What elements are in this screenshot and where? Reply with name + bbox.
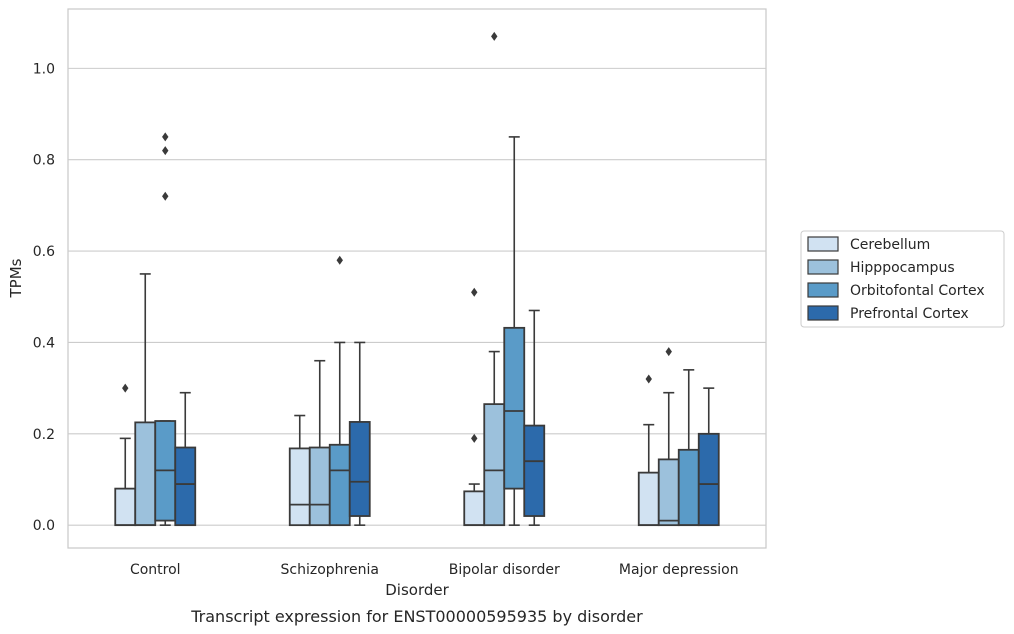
- x-axis-label: Disorder: [385, 581, 449, 599]
- legend-frame: [800, 230, 1005, 328]
- legend-label: Orbitofontal Cortex: [850, 283, 985, 299]
- legend-entries: Cerebellum Hipppocampus Orbitofontal Corte…: [807, 236, 985, 322]
- box-iqr: [637, 471, 660, 527]
- box-iqr: [657, 458, 680, 527]
- y-tick-label: 0.4: [33, 335, 55, 351]
- box-3-1: [657, 347, 680, 527]
- y-tick-label: 0.0: [33, 518, 55, 534]
- legend-label: Prefrontal Cortex: [850, 306, 969, 322]
- box-iqr: [523, 424, 546, 517]
- x-tick-labels: Control Schizophrenia Bipolar disorder Majo…: [130, 562, 739, 578]
- box-0-0: [114, 383, 137, 527]
- x-tick-label: Control: [130, 562, 181, 578]
- x-tick-label: Schizophrenia: [281, 562, 379, 578]
- legend-swatch: [807, 236, 839, 252]
- box-3-3: [697, 387, 720, 527]
- box-0-3: [174, 391, 197, 527]
- y-tick-label: 1.0: [33, 61, 55, 77]
- box-groups: [114, 31, 720, 527]
- box-iqr: [134, 421, 157, 527]
- y-tick-labels: 0.0 0.2 0.4 0.6 0.8 1.0: [33, 61, 55, 534]
- y-tick-label: 0.8: [33, 153, 55, 169]
- box-1-1: [308, 359, 331, 527]
- x-tick-label: Bipolar disorder: [449, 562, 560, 578]
- outlier-point: [491, 31, 498, 41]
- box-2-2: [503, 136, 526, 526]
- outlier-point: [471, 287, 478, 297]
- legend-swatch: [807, 259, 839, 275]
- box-2-3: [523, 309, 546, 526]
- box-iqr: [503, 326, 526, 490]
- outlier-point: [336, 255, 343, 265]
- outlier-point: [122, 383, 129, 393]
- outlier-point: [162, 191, 169, 201]
- y-axis-label: TPMs: [7, 258, 25, 298]
- outlier-point: [162, 132, 169, 142]
- box-iqr: [308, 446, 331, 527]
- box-1-0: [288, 414, 311, 527]
- box-2-1: [483, 31, 506, 527]
- legend-label: Cerebellum: [850, 237, 930, 253]
- box-iqr: [174, 446, 197, 527]
- box-iqr: [483, 403, 506, 527]
- box-iqr: [348, 421, 371, 517]
- y-tick-label: 0.2: [33, 427, 55, 443]
- box-iqr: [114, 487, 137, 527]
- box-iqr: [288, 447, 311, 527]
- outlier-point: [471, 433, 478, 443]
- outlier-point: [645, 374, 652, 384]
- outlier-point: [665, 347, 672, 357]
- box-1-3: [348, 341, 371, 526]
- box-iqr: [697, 432, 720, 527]
- outlier-point: [162, 146, 169, 156]
- box-iqr: [677, 448, 700, 527]
- chart-caption: Transcript expression for ENST0000059593…: [190, 607, 643, 626]
- y-tick-label: 0.6: [33, 244, 55, 260]
- legend-swatch: [807, 282, 839, 298]
- box-iqr: [328, 443, 351, 527]
- legend-label: Hipppocampus: [850, 260, 955, 276]
- x-tick-label: Major depression: [619, 562, 739, 578]
- box-iqr: [463, 490, 486, 527]
- legend-swatch: [807, 305, 839, 321]
- legend: Cerebellum Hipppocampus Orbitofontal Corte…: [800, 230, 1005, 328]
